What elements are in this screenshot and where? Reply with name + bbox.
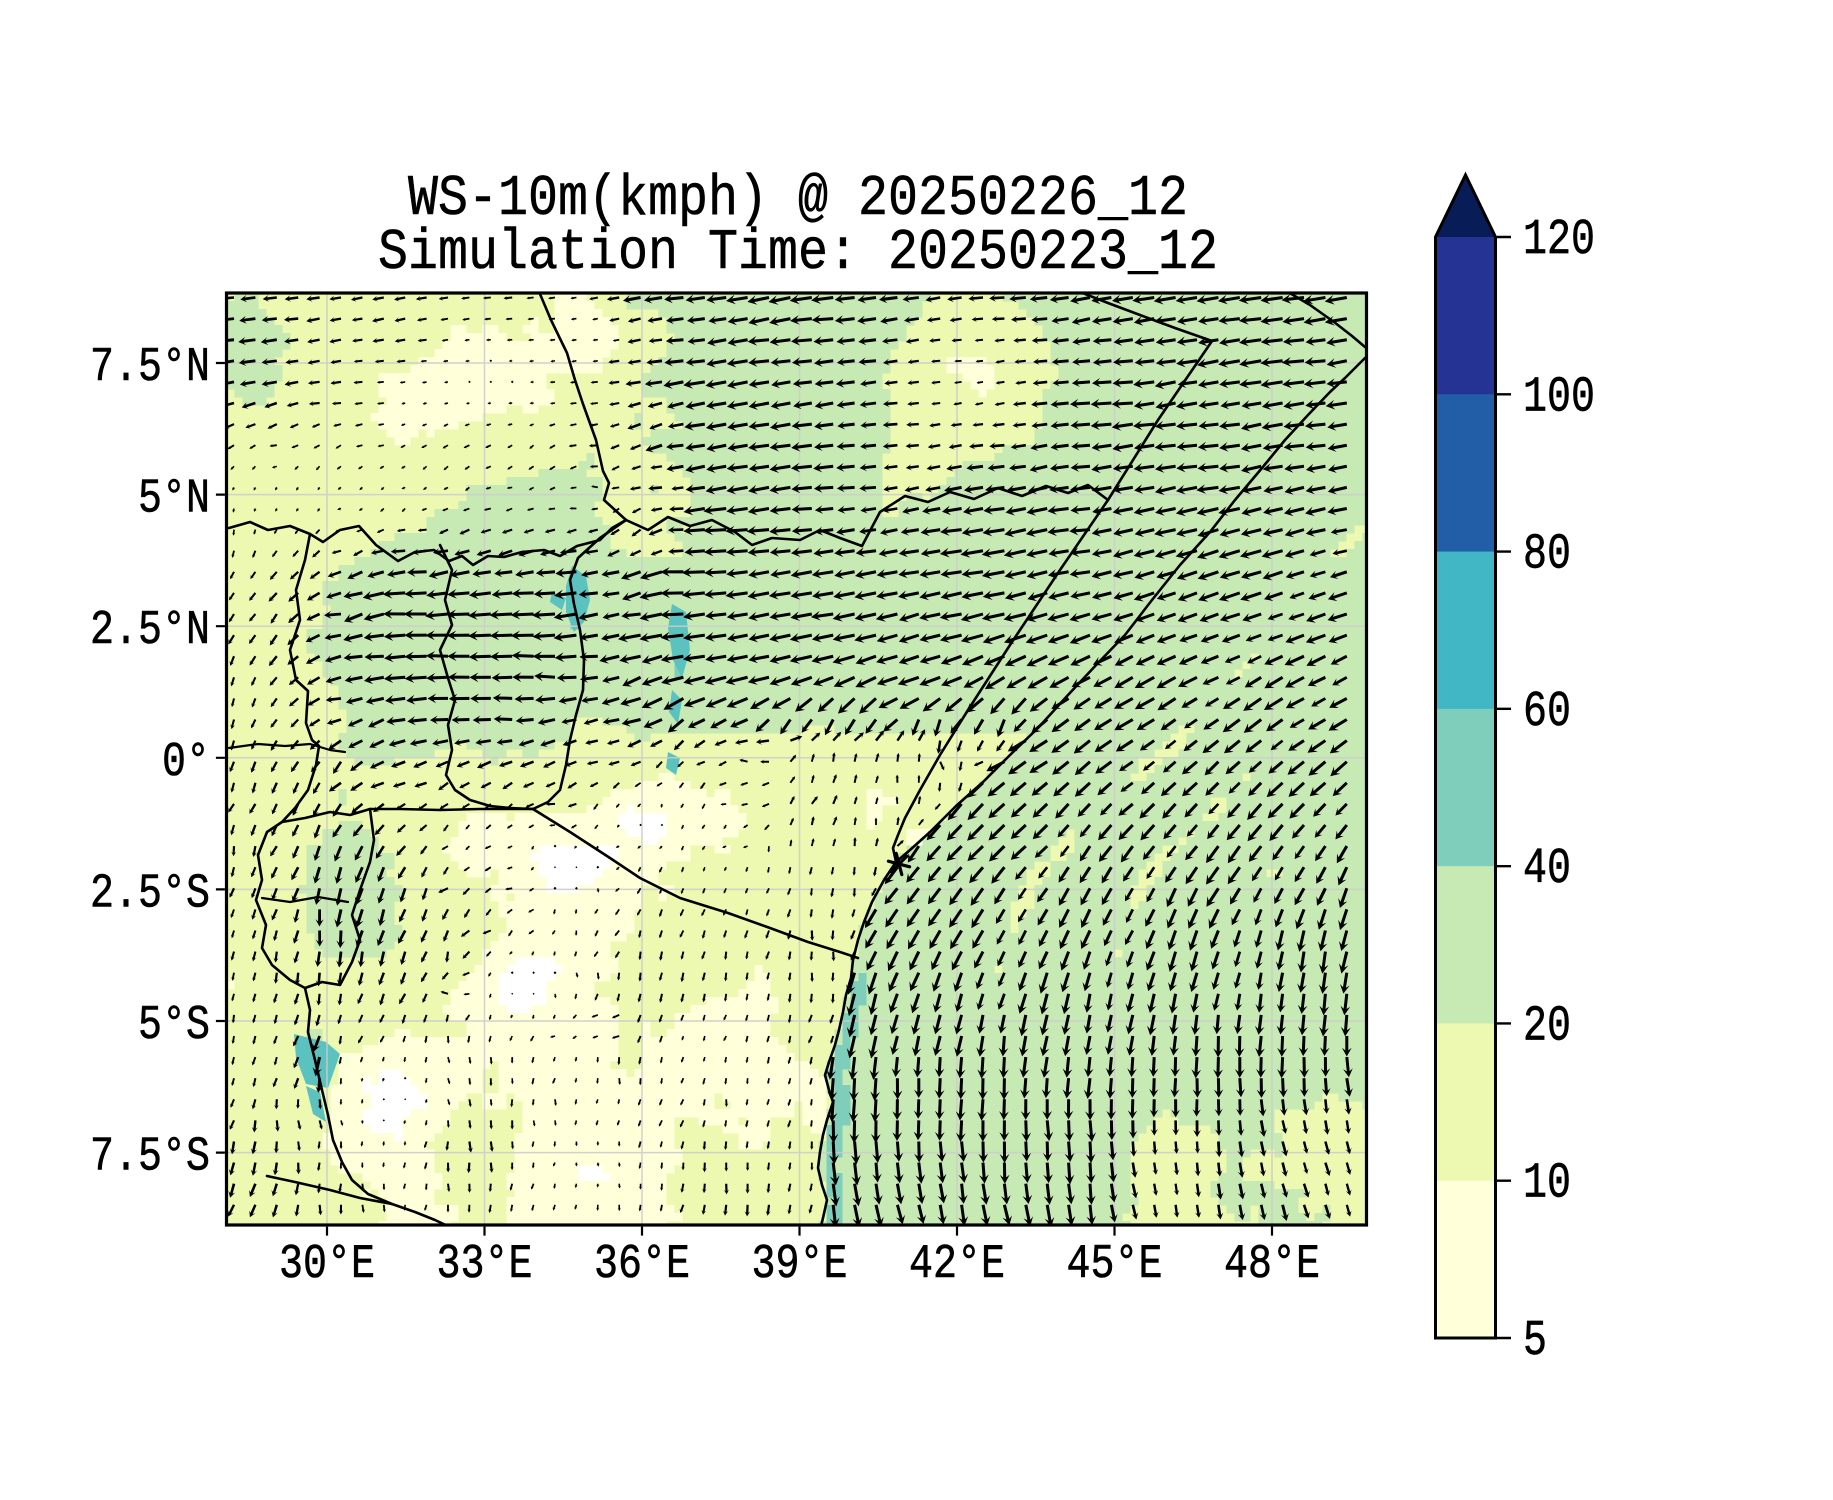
svg-text:80: 80 xyxy=(1523,526,1571,583)
svg-text:2.5°S: 2.5°S xyxy=(90,867,210,921)
svg-text:Simulation Time: 20250223_12: Simulation Time: 20250223_12 xyxy=(378,221,1218,286)
svg-text:7.5°N: 7.5°N xyxy=(90,341,210,395)
svg-text:WS-10m(kmph) @ 20250226_12: WS-10m(kmph) @ 20250226_12 xyxy=(408,167,1188,232)
svg-text:30°E: 30°E xyxy=(279,1238,375,1292)
svg-text:10: 10 xyxy=(1523,1155,1571,1212)
svg-text:5: 5 xyxy=(1523,1312,1547,1369)
svg-text:48°E: 48°E xyxy=(1224,1238,1320,1292)
svg-text:2.5°N: 2.5°N xyxy=(90,604,210,658)
svg-text:120: 120 xyxy=(1523,211,1595,268)
svg-text:20: 20 xyxy=(1523,997,1571,1054)
svg-text:5°N: 5°N xyxy=(138,472,210,526)
svg-text:36°E: 36°E xyxy=(594,1238,690,1292)
svg-text:5°S: 5°S xyxy=(138,999,210,1053)
svg-text:33°E: 33°E xyxy=(437,1238,533,1292)
svg-text:100: 100 xyxy=(1523,368,1595,425)
svg-text:45°E: 45°E xyxy=(1067,1238,1163,1292)
svg-text:0°: 0° xyxy=(162,736,210,790)
svg-text:42°E: 42°E xyxy=(909,1238,1005,1292)
svg-text:7.5°S: 7.5°S xyxy=(90,1130,210,1184)
svg-text:60: 60 xyxy=(1523,683,1571,740)
svg-text:40: 40 xyxy=(1523,840,1571,897)
svg-text:39°E: 39°E xyxy=(752,1238,848,1292)
